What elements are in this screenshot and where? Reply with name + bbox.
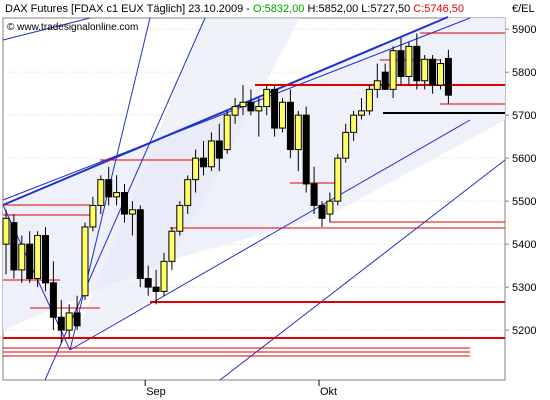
candle-body xyxy=(279,101,286,129)
copyright: © www.tradesignalonline.com xyxy=(7,22,138,33)
candle-body xyxy=(318,204,326,219)
y-axis-label: €/EL xyxy=(512,3,535,15)
candle-body xyxy=(113,192,121,198)
candle-body xyxy=(444,57,452,96)
candle-body xyxy=(128,209,136,215)
candle-body xyxy=(136,209,144,280)
candles xyxy=(2,33,452,344)
x-tick-label: Sep xyxy=(146,386,166,398)
candle-body xyxy=(207,140,215,168)
candle-body xyxy=(302,114,310,185)
trend-line xyxy=(219,159,506,381)
candle-body xyxy=(247,101,255,112)
candle-body xyxy=(358,110,365,116)
y-tick-label: 5800 xyxy=(512,67,536,79)
y-tick-label: 5600 xyxy=(512,153,536,165)
candle-body xyxy=(215,140,223,159)
trend-line xyxy=(2,16,449,206)
candle-body xyxy=(105,179,113,198)
candle-body xyxy=(271,88,279,129)
chart-title: DAX Futures [FDAX c1 EUX Täglich] 23.10.… xyxy=(5,3,464,15)
y-tick-label: 5200 xyxy=(512,325,536,337)
candle-body xyxy=(73,312,81,327)
candle-body xyxy=(34,235,42,280)
candle-body xyxy=(144,278,152,288)
candle-body xyxy=(334,157,342,202)
candle-body xyxy=(231,106,239,116)
candle-body xyxy=(365,88,373,112)
candle-body xyxy=(121,192,128,215)
y-tick-label: 5300 xyxy=(512,282,536,294)
candle-body xyxy=(373,80,381,90)
candle-body xyxy=(65,312,73,331)
candle-body xyxy=(310,183,318,206)
candle-body xyxy=(342,131,350,159)
candle-body xyxy=(255,106,263,112)
candle-body xyxy=(413,45,421,82)
support-resistance xyxy=(3,32,505,357)
candle-body xyxy=(421,58,429,82)
y-tick-label: 5500 xyxy=(512,196,536,208)
candle-body xyxy=(286,101,294,151)
trend-line xyxy=(69,119,471,351)
candle-body xyxy=(26,243,34,280)
y-tick-label: 5400 xyxy=(512,239,536,251)
candle-body xyxy=(152,286,160,292)
candle-body xyxy=(429,58,437,86)
candle-body xyxy=(263,88,271,108)
candle-body xyxy=(294,114,302,151)
title-open: O:5832,00 xyxy=(253,3,304,15)
candle-body xyxy=(160,260,168,292)
candle-body xyxy=(176,204,184,232)
x-tick-label: Okt xyxy=(320,386,337,398)
candle-body xyxy=(381,71,389,90)
candle-body xyxy=(49,282,57,318)
candle-body xyxy=(350,114,358,133)
candle-body xyxy=(81,226,89,297)
candle-body xyxy=(437,63,444,86)
candle-body xyxy=(2,217,10,245)
y-tick-label: 5700 xyxy=(512,110,536,122)
candle-body xyxy=(397,50,405,77)
title-high-low: H:5852,00 L:5727,50 xyxy=(304,3,413,15)
candle-body xyxy=(168,230,176,262)
candle-body xyxy=(10,222,18,271)
candle-body xyxy=(57,316,65,331)
candle-body xyxy=(97,179,105,206)
candle-body xyxy=(223,114,231,151)
candle-body xyxy=(200,157,207,168)
trend-line xyxy=(2,17,91,41)
candle-body xyxy=(18,243,26,271)
candle-body xyxy=(42,235,49,284)
y-tick-label: 5900 xyxy=(512,24,536,36)
candle-body xyxy=(184,179,192,206)
title-close: C:5746,50 xyxy=(413,3,464,15)
candle-body xyxy=(192,157,200,181)
title-main: DAX Futures [FDAX c1 EUX Täglich] 23.10.… xyxy=(5,3,253,15)
candle-body xyxy=(89,204,97,228)
candle-body xyxy=(239,101,247,108)
candle-body xyxy=(405,45,413,77)
candle-body xyxy=(326,200,334,215)
candle-body xyxy=(389,50,397,90)
